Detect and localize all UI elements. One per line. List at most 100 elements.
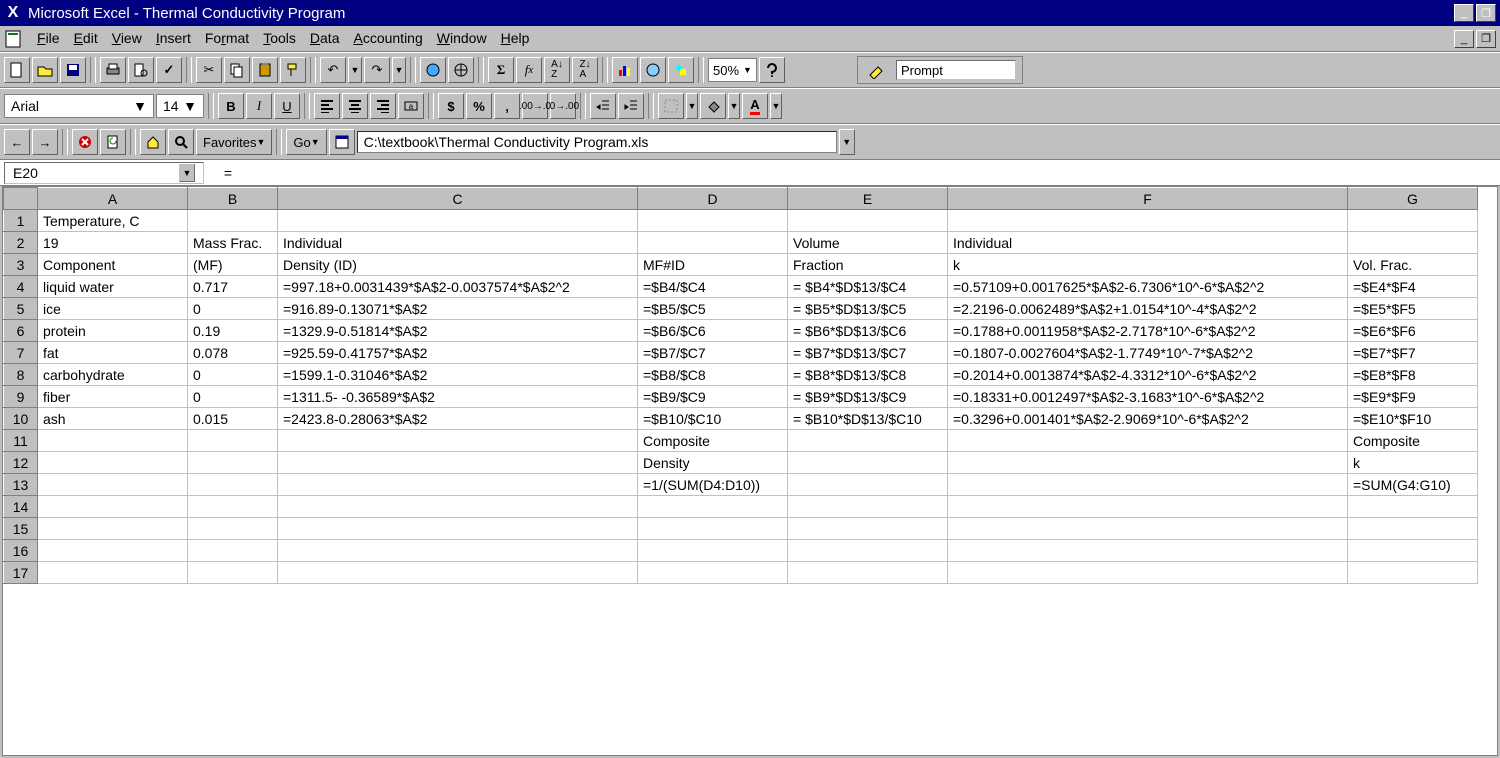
- cell-C17[interactable]: [278, 562, 638, 584]
- search-web-icon[interactable]: [168, 129, 194, 155]
- row-header-16[interactable]: 16: [4, 540, 38, 562]
- cell-C11[interactable]: [278, 430, 638, 452]
- cell-E10[interactable]: = $B10*$D$13/$C10: [788, 408, 948, 430]
- cut-icon[interactable]: ✂: [196, 57, 222, 83]
- bold-icon[interactable]: B: [218, 93, 244, 119]
- cell-G8[interactable]: =$E8*$F8: [1348, 364, 1478, 386]
- cell-G4[interactable]: =$E4*$F4: [1348, 276, 1478, 298]
- cell-E12[interactable]: [788, 452, 948, 474]
- cell-C7[interactable]: =925.59-0.41757*$A$2: [278, 342, 638, 364]
- menu-tools[interactable]: Tools: [256, 28, 303, 48]
- cell-A17[interactable]: [38, 562, 188, 584]
- row-header-10[interactable]: 10: [4, 408, 38, 430]
- decrease-decimal-icon[interactable]: .0→.00: [550, 93, 576, 119]
- cell-D10[interactable]: =$B10/$C10: [638, 408, 788, 430]
- maximize-button[interactable]: ❐: [1476, 4, 1496, 22]
- go-menu[interactable]: Go ▼: [286, 129, 326, 155]
- cell-C2[interactable]: Individual: [278, 232, 638, 254]
- borders-dropdown-icon[interactable]: ▼: [686, 93, 698, 119]
- cell-D3[interactable]: MF#ID: [638, 254, 788, 276]
- minimize-button[interactable]: _: [1454, 4, 1474, 22]
- cell-A12[interactable]: [38, 452, 188, 474]
- row-header-8[interactable]: 8: [4, 364, 38, 386]
- address-input[interactable]: C:\textbook\Thermal Conductivity Program…: [357, 131, 837, 153]
- column-header-A[interactable]: A: [38, 188, 188, 210]
- cell-D17[interactable]: [638, 562, 788, 584]
- zoom-combo[interactable]: 50%▼: [708, 58, 757, 82]
- cell-E9[interactable]: = $B9*$D$13/$C9: [788, 386, 948, 408]
- column-header-B[interactable]: B: [188, 188, 278, 210]
- column-header-F[interactable]: F: [948, 188, 1348, 210]
- row-header-11[interactable]: 11: [4, 430, 38, 452]
- chevron-down-icon[interactable]: ▼: [179, 164, 195, 182]
- cell-C14[interactable]: [278, 496, 638, 518]
- cell-G10[interactable]: =$E10*$F10: [1348, 408, 1478, 430]
- cell-G14[interactable]: [1348, 496, 1478, 518]
- cell-E6[interactable]: = $B6*$D$13/$C6: [788, 320, 948, 342]
- increase-indent-icon[interactable]: [618, 93, 644, 119]
- drawing-icon[interactable]: [668, 57, 694, 83]
- cell-G13[interactable]: =SUM(G4:G10): [1348, 474, 1478, 496]
- cell-F3[interactable]: k: [948, 254, 1348, 276]
- cell-F9[interactable]: =0.18331+0.0012497*$A$2-3.1683*10^-6*$A$…: [948, 386, 1348, 408]
- cell-B4[interactable]: 0.717: [188, 276, 278, 298]
- menu-view[interactable]: View: [105, 28, 149, 48]
- cell-C9[interactable]: =1311.5- -0.36589*$A$2: [278, 386, 638, 408]
- row-header-17[interactable]: 17: [4, 562, 38, 584]
- function-icon[interactable]: fx: [516, 57, 542, 83]
- row-header-13[interactable]: 13: [4, 474, 38, 496]
- format-painter-icon[interactable]: [280, 57, 306, 83]
- cell-A2[interactable]: 19: [38, 232, 188, 254]
- cell-E11[interactable]: [788, 430, 948, 452]
- cell-G17[interactable]: [1348, 562, 1478, 584]
- font-size-combo[interactable]: 14▼: [156, 94, 204, 118]
- print-icon[interactable]: [100, 57, 126, 83]
- cell-A8[interactable]: carbohydrate: [38, 364, 188, 386]
- cell-D5[interactable]: =$B5/$C5: [638, 298, 788, 320]
- comma-icon[interactable]: ,: [494, 93, 520, 119]
- cell-B5[interactable]: 0: [188, 298, 278, 320]
- cell-E16[interactable]: [788, 540, 948, 562]
- cell-A11[interactable]: [38, 430, 188, 452]
- cell-G12[interactable]: k: [1348, 452, 1478, 474]
- fill-color-icon[interactable]: [700, 93, 726, 119]
- web-toolbar-icon[interactable]: [448, 57, 474, 83]
- cell-G1[interactable]: [1348, 210, 1478, 232]
- cell-A15[interactable]: [38, 518, 188, 540]
- cell-E3[interactable]: Fraction: [788, 254, 948, 276]
- save-icon[interactable]: [60, 57, 86, 83]
- chart-wizard-icon[interactable]: [612, 57, 638, 83]
- cell-E15[interactable]: [788, 518, 948, 540]
- cell-C10[interactable]: =2423.8-0.28063*$A$2: [278, 408, 638, 430]
- row-header-6[interactable]: 6: [4, 320, 38, 342]
- align-center-icon[interactable]: [342, 93, 368, 119]
- prompt-icon[interactable]: [864, 57, 890, 83]
- cell-G3[interactable]: Vol. Frac.: [1348, 254, 1478, 276]
- cell-F6[interactable]: =0.1788+0.0011958*$A$2-2.7178*10^-6*$A$2…: [948, 320, 1348, 342]
- cell-E1[interactable]: [788, 210, 948, 232]
- fill-color-dropdown-icon[interactable]: ▼: [728, 93, 740, 119]
- menu-help[interactable]: Help: [494, 28, 537, 48]
- cell-B11[interactable]: [188, 430, 278, 452]
- cell-D2[interactable]: [638, 232, 788, 254]
- column-header-C[interactable]: C: [278, 188, 638, 210]
- cell-C5[interactable]: =916.89-0.13071*$A$2: [278, 298, 638, 320]
- decrease-indent-icon[interactable]: [590, 93, 616, 119]
- cell-D15[interactable]: [638, 518, 788, 540]
- menu-insert[interactable]: Insert: [149, 28, 198, 48]
- workbook-maximize-button[interactable]: ❐: [1476, 30, 1496, 48]
- cell-F14[interactable]: [948, 496, 1348, 518]
- cell-G2[interactable]: [1348, 232, 1478, 254]
- cell-G11[interactable]: Composite: [1348, 430, 1478, 452]
- cell-D13[interactable]: =1/(SUM(D4:D10)): [638, 474, 788, 496]
- cell-A14[interactable]: [38, 496, 188, 518]
- row-header-5[interactable]: 5: [4, 298, 38, 320]
- cell-B2[interactable]: Mass Frac.: [188, 232, 278, 254]
- cell-D1[interactable]: [638, 210, 788, 232]
- open-icon[interactable]: [32, 57, 58, 83]
- column-header-G[interactable]: G: [1348, 188, 1478, 210]
- merge-center-icon[interactable]: a: [398, 93, 424, 119]
- cell-E4[interactable]: = $B4*$D$13/$C4: [788, 276, 948, 298]
- cell-B12[interactable]: [188, 452, 278, 474]
- row-header-2[interactable]: 2: [4, 232, 38, 254]
